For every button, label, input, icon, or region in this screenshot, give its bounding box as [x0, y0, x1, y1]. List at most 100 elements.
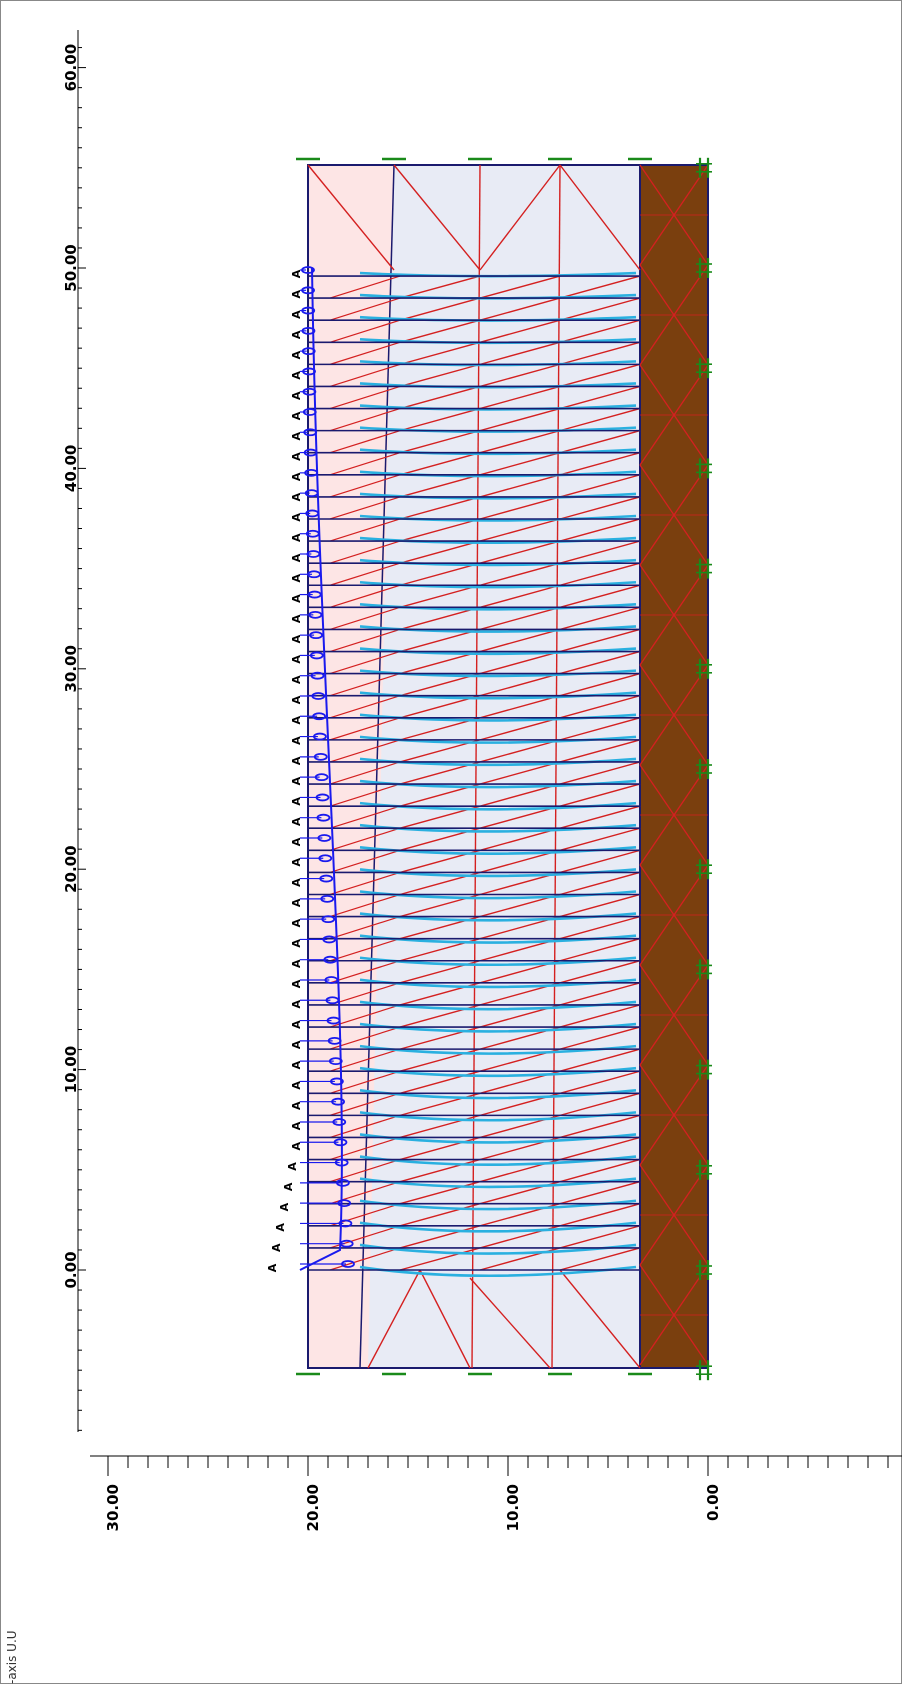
mesh-diagonal [559, 275, 641, 299]
backfill-region [308, 165, 394, 1368]
anchor-label: A [290, 391, 303, 400]
mesh-diagonal [559, 1225, 641, 1249]
reinforcement-strip [359, 426, 637, 433]
mesh-diagonal [559, 1092, 641, 1117]
mesh-diagonal [399, 695, 481, 719]
mesh-diagonal [399, 650, 481, 675]
anchor-label: A [290, 513, 303, 522]
mesh-diagonal [479, 540, 561, 564]
mesh-diagonal [479, 496, 561, 520]
mesh-diagonal [329, 982, 401, 1006]
anchor-label: A [290, 634, 303, 643]
bottom-axis-tick-label: 30.00 [104, 1484, 122, 1531]
anchor-label: A [290, 432, 303, 441]
mesh-diagonal [559, 739, 641, 763]
mesh-diagonal [329, 407, 401, 432]
mesh-bottom-line [469, 1277, 551, 1369]
mesh-top-line [479, 164, 561, 271]
anchor-label: A [290, 614, 303, 623]
mesh-diagonal [399, 496, 481, 520]
anchor-label: A [290, 797, 303, 806]
mesh-diagonal [329, 496, 401, 520]
mesh-diagonal [399, 672, 481, 697]
mesh-diagonal [329, 562, 401, 586]
anchor-label: A [290, 918, 303, 927]
anchor-label: A [290, 1000, 303, 1009]
mesh-diagonal [399, 407, 481, 432]
mesh-diagonal [559, 429, 641, 454]
mesh-diagonal [399, 297, 481, 321]
left-axis-tick-label: 60.00 [62, 44, 80, 91]
anchor-label: A [278, 1202, 291, 1211]
mesh-diagonal [479, 275, 561, 299]
mesh-diagonal [559, 562, 641, 586]
mesh-diagonal [559, 1070, 641, 1094]
mesh-diagonal [329, 430, 401, 454]
mesh-diagonal [329, 761, 401, 785]
mesh-diagonal [479, 650, 561, 675]
reinforcement-strip [359, 1265, 637, 1278]
mesh-diagonal [329, 319, 401, 343]
mesh-diagonal [479, 363, 561, 388]
mesh-diagonal [479, 297, 561, 321]
anchor-label: A [290, 492, 303, 501]
anchor-envelope [299, 267, 343, 1271]
reinforcement-layers [308, 271, 640, 1278]
anchor-label: A [286, 1162, 299, 1171]
mesh-diagonal [329, 893, 401, 918]
mesh-bottom-line [367, 1269, 421, 1369]
mesh-diagonal [399, 429, 481, 454]
mesh-diagonal [329, 717, 401, 741]
mesh-diagonal [329, 385, 401, 410]
mesh-diagonal [329, 628, 401, 653]
mesh-diagonal [559, 606, 641, 631]
mesh-diagonal [559, 452, 641, 476]
anchor-label: A [290, 756, 303, 765]
mesh-diagonal [559, 672, 641, 697]
anchor-label: A [290, 472, 303, 481]
mesh-diagonal [479, 562, 561, 586]
anchor-label: A [290, 533, 303, 542]
mesh-diagonal [479, 407, 561, 432]
mesh-diagonal [479, 783, 561, 807]
mesh-diagonal [559, 1180, 641, 1205]
anchor-label: A [290, 1020, 303, 1029]
anchor-label: A [290, 452, 303, 461]
reinforcement-strip [359, 514, 637, 522]
reinforcement-strip [359, 404, 637, 411]
mesh-bottom-line [419, 1269, 471, 1369]
bottom-axis-tick-label: 10.00 [504, 1484, 522, 1531]
anchor-label: A [290, 858, 303, 867]
mesh-diagonal [399, 540, 481, 564]
mesh-diagonal [559, 474, 641, 498]
left-axis-tick-label: 10.00 [62, 1046, 80, 1093]
bottom-axis-tick-label: 0.00 [704, 1484, 722, 1521]
left-axis-tick-label: 0.00 [62, 1251, 80, 1288]
anchor-label: A [290, 736, 303, 745]
model-regions [307, 164, 709, 1369]
mesh-diagonal [479, 385, 561, 410]
reinforcement-strip [359, 580, 637, 589]
mesh-diagonal [479, 341, 561, 366]
mesh-diagonal [559, 805, 641, 829]
mesh-diagonal [329, 871, 401, 896]
mesh-top-line [393, 164, 481, 271]
reinforcement-strip [359, 536, 637, 544]
mesh-diagonal [399, 562, 481, 586]
mesh-diagonal [479, 761, 561, 785]
anchor-label: A [290, 290, 303, 299]
left-axis-tick-label: 30.00 [62, 645, 80, 692]
mesh-diagonal [329, 341, 401, 365]
reinforcement-strip [359, 492, 637, 500]
mesh-diagonal [559, 650, 641, 675]
mesh-diagonal [329, 916, 401, 940]
mesh-diagonal [559, 871, 641, 896]
reinforcement-strip [359, 448, 637, 456]
anchor-label: A [290, 594, 303, 603]
mesh-diagonal [559, 717, 641, 741]
mesh-diagonal [329, 363, 401, 388]
mesh-diagonal [479, 452, 561, 476]
mesh-diagonal [559, 385, 641, 410]
anchor-label: A [290, 878, 303, 887]
anchor-label: A [290, 655, 303, 664]
